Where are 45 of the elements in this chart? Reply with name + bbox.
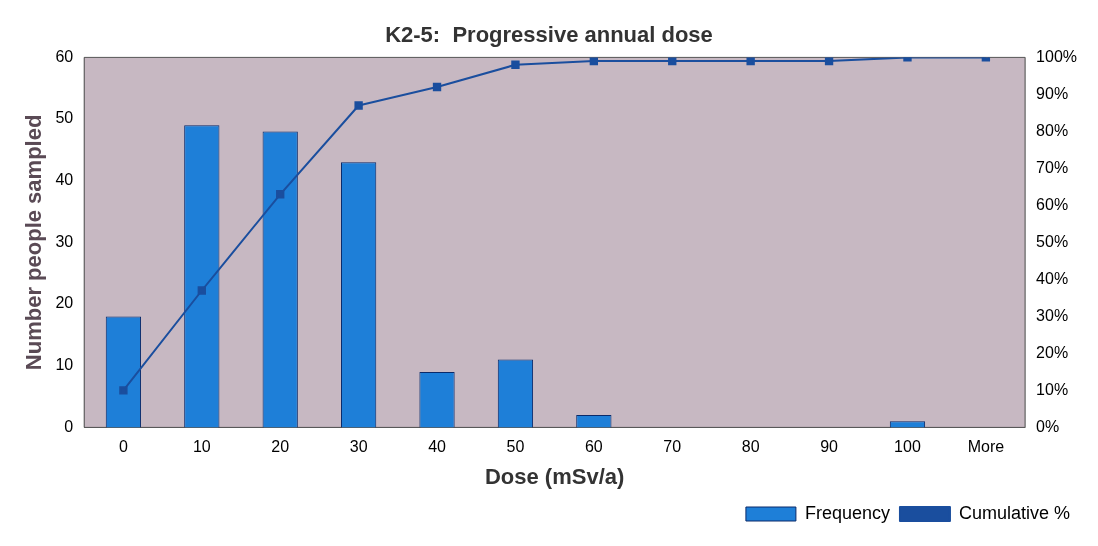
point [824, 57, 834, 66]
x-tick-label: 20 [271, 438, 290, 456]
y-tick-label: 50 [55, 109, 74, 127]
x-tick-label: 30 [349, 438, 368, 456]
y-tick-label: 20 [55, 294, 74, 312]
y2-tick-label: 60% [1036, 195, 1069, 213]
x-axis-title: Dose (mSv/a) [484, 463, 625, 489]
y-tick-label: 10 [55, 356, 74, 374]
point [276, 190, 285, 199]
x-tick-label: 60 [584, 438, 603, 456]
x-tick-label: More [967, 438, 1005, 456]
x-tick-label: 50 [506, 438, 525, 456]
y2-tick-label: 50% [1036, 232, 1069, 250]
x-tick-label: 80 [741, 438, 760, 456]
y2-tick-label: 100% [1036, 47, 1077, 65]
y-tick-label: 0 [64, 417, 74, 435]
x-tick-label: 70 [663, 438, 682, 456]
y2-tick-label: 80% [1036, 121, 1069, 139]
x-tick-label: 10 [192, 438, 211, 456]
x-tick-label: 100 [894, 438, 921, 456]
x-tick-label: 0 [118, 438, 128, 456]
legend-label: Cumulative % [958, 502, 1071, 523]
y-axis-title: Number people sampled [21, 114, 47, 371]
point [589, 57, 599, 66]
point [668, 57, 677, 66]
point [119, 386, 128, 395]
x-tick-label: 90 [820, 438, 839, 456]
point [746, 57, 755, 66]
point [197, 286, 206, 295]
y2-tick-label: 30% [1036, 306, 1069, 324]
legend-label: Frequency [804, 502, 890, 523]
y-tick-label: 40 [55, 171, 74, 189]
point [354, 101, 363, 110]
y-tick-label: 30 [55, 232, 74, 250]
chart-title: K2-5: Progressive annual dose [385, 22, 713, 48]
y2-tick-label: 90% [1036, 84, 1069, 102]
y2-tick-label: 20% [1036, 343, 1069, 361]
y2-tick-label: 10% [1036, 380, 1069, 398]
y2-tick-label: 0% [1036, 417, 1060, 435]
y2-tick-label: 70% [1036, 158, 1069, 176]
y2-tick-label: 40% [1036, 269, 1069, 287]
point [511, 60, 520, 69]
y-tick-label: 60 [55, 47, 74, 65]
point [432, 82, 442, 92]
x-tick-label: 40 [428, 438, 447, 456]
